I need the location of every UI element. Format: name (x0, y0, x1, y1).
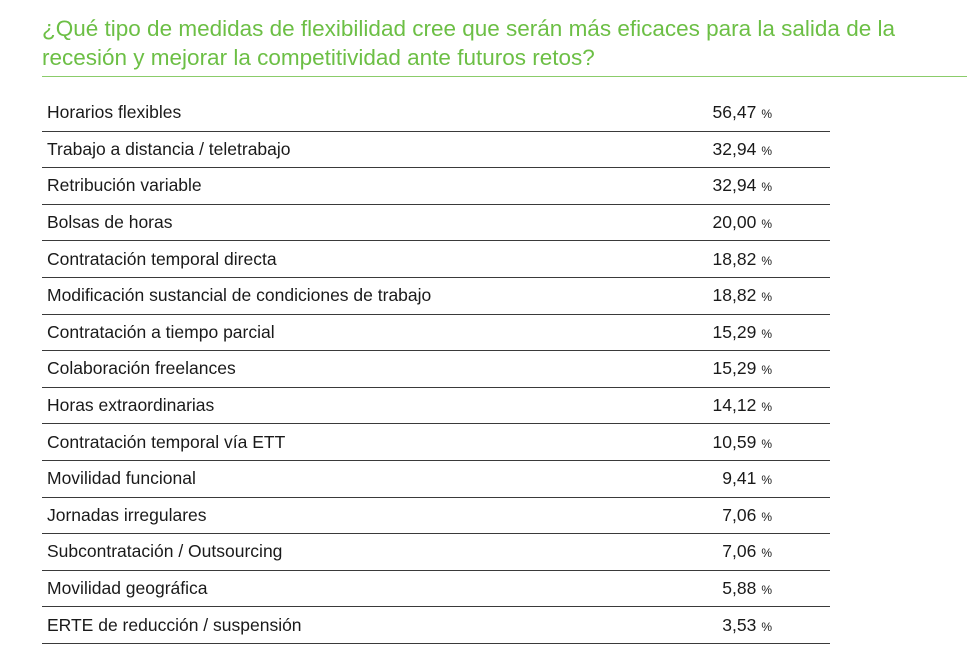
row-value-unit: % (761, 107, 772, 122)
row-label: Contratación a tiempo parcial (47, 321, 275, 342)
row-value: 18,82% (627, 249, 830, 270)
row-value-number: 3,53 (722, 614, 757, 635)
row-label: Trabajo a distancia / teletrabajo (47, 138, 291, 159)
row-value: 20,00% (627, 212, 830, 233)
table-row: Bolsas de horas 20,00% (42, 205, 830, 242)
row-value-number: 32,94 (712, 175, 757, 196)
row-value-unit: % (761, 143, 772, 158)
row-value-number: 32,94 (712, 138, 757, 159)
row-value: 32,94% (627, 139, 830, 160)
row-value-unit: % (761, 363, 772, 378)
row-value-unit: % (761, 509, 772, 524)
row-label: Movilidad geográfica (47, 578, 208, 599)
page-title: ¿Qué tipo de medidas de flexibilidad cre… (42, 16, 895, 70)
table-row: Horas extraordinarias 14,12% (42, 388, 830, 425)
table-row: Modificación sustancial de condiciones d… (42, 278, 830, 315)
row-value-unit: % (761, 473, 772, 488)
table-row: Colaboración freelances 15,29% (42, 351, 830, 388)
row-value-unit: % (761, 290, 772, 305)
row-value: 15,29% (627, 322, 830, 343)
row-value: 7,06% (627, 505, 830, 526)
row-value-unit: % (761, 253, 772, 268)
row-label: Colaboración freelances (47, 358, 236, 379)
results-table: Horarios flexibles 56,47% Trabajo a distan… (42, 95, 830, 644)
row-value: 15,29% (627, 358, 830, 379)
row-value-number: 56,47 (712, 102, 757, 123)
row-label: Horas extraordinarias (47, 395, 215, 416)
row-value-number: 14,12 (712, 395, 757, 416)
row-value-unit: % (761, 619, 772, 634)
table-row: Subcontratación / Outsourcing 7,06% (42, 534, 830, 571)
row-label: Horarios flexibles (47, 102, 182, 123)
row-value-number: 7,06 (722, 504, 757, 525)
table-row: Jornadas irregulares 7,06% (42, 498, 830, 535)
row-label: Contratación temporal directa (47, 248, 277, 269)
row-value: 5,88% (627, 578, 830, 599)
row-value: 10,59% (627, 432, 830, 453)
row-label: Contratación temporal vía ETT (47, 431, 286, 452)
row-value: 18,82% (627, 285, 830, 306)
row-value-unit: % (761, 217, 772, 232)
table-row: Movilidad geográfica 5,88% (42, 571, 830, 608)
row-value: 14,12% (627, 395, 830, 416)
table-row: Trabajo a distancia / teletrabajo 32,94% (42, 132, 830, 169)
row-label: Retribución variable (47, 175, 202, 196)
row-value-number: 15,29 (712, 321, 757, 342)
row-value-number: 20,00 (712, 212, 757, 233)
title-divider (42, 76, 967, 77)
row-value-unit: % (761, 436, 772, 451)
row-label: ERTE de reducción / suspensión (47, 614, 302, 635)
row-value: 56,47% (627, 102, 830, 123)
row-value-number: 10,59 (712, 431, 757, 452)
table-row: Retribución variable 32,94% (42, 168, 830, 205)
row-value: 3,53% (627, 615, 830, 636)
row-value-number: 9,41 (722, 468, 757, 489)
table-row: Contratación temporal vía ETT 10,59% (42, 424, 830, 461)
row-value: 7,06% (627, 541, 830, 562)
row-value-number: 15,29 (712, 358, 757, 379)
row-value-unit: % (761, 326, 772, 341)
row-label: Modificación sustancial de condiciones d… (47, 285, 432, 306)
row-label: Movilidad funcional (47, 468, 196, 489)
row-value-number: 5,88 (722, 578, 757, 599)
row-value-unit: % (761, 180, 772, 195)
table-row: ERTE de reducción / suspensión 3,53% (42, 607, 830, 644)
table-row: Movilidad funcional 9,41% (42, 461, 830, 498)
row-value-number: 7,06 (722, 541, 757, 562)
row-value: 9,41% (627, 468, 830, 489)
row-label: Jornadas irregulares (47, 504, 207, 525)
row-value-number: 18,82 (712, 248, 757, 269)
row-value-unit: % (761, 400, 772, 415)
table-row: Contratación temporal directa 18,82% (42, 241, 830, 278)
row-value-unit: % (761, 546, 772, 561)
row-label: Subcontratación / Outsourcing (47, 541, 283, 562)
table-row: Contratación a tiempo parcial 15,29% (42, 315, 830, 352)
row-value-number: 18,82 (712, 285, 757, 306)
row-value: 32,94% (627, 175, 830, 196)
row-label: Bolsas de horas (47, 212, 173, 233)
table-row: Horarios flexibles 56,47% (42, 95, 830, 132)
row-value-unit: % (761, 583, 772, 598)
